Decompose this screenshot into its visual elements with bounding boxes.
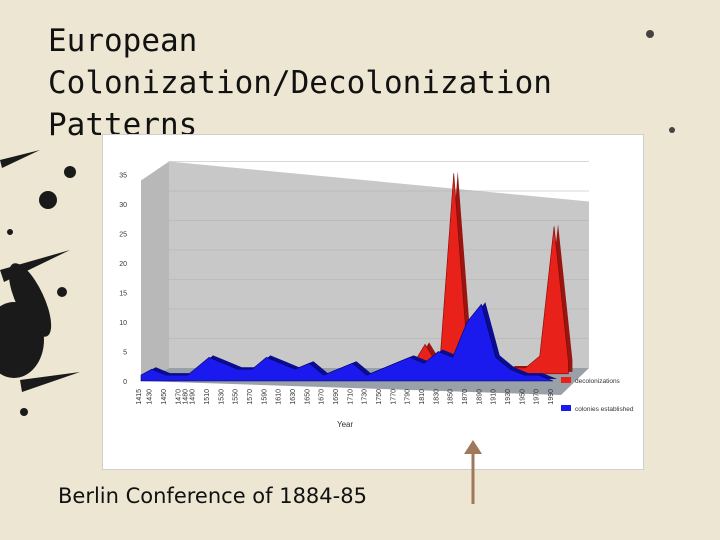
ink-splatter (646, 30, 654, 38)
legend-swatch-decolonizations (561, 377, 571, 383)
x-tick-label: 1450 (161, 389, 168, 405)
x-tick-label: 1770 (390, 389, 397, 405)
arrow-head (464, 440, 482, 454)
title-line-1: European (48, 23, 198, 59)
x-tick-label: 1930 (505, 389, 512, 405)
x-tick-label: 1750 (376, 389, 383, 405)
y-tick-label: 0 (123, 379, 127, 386)
x-tick-label: 1950 (519, 389, 526, 405)
ink-streak (0, 150, 40, 168)
x-tick-label: 1610 (276, 389, 283, 405)
y-tick-label: 20 (119, 261, 127, 268)
chart-panel: 0 5 10 15 20 25 30 35 1415 1430 1450 1470 1480 1490 15… (102, 134, 644, 470)
x-tick-label: 1415 (136, 389, 143, 405)
berlin-conference-caption: Berlin Conference of 1884-85 (58, 484, 367, 508)
y-tick-label: 35 (119, 173, 127, 180)
chart-side-wall (141, 161, 169, 381)
ink-splatter (57, 287, 67, 297)
x-tick-label: 1470 (175, 389, 182, 405)
ink-splatter (8, 263, 52, 337)
x-tick-label: 1990 (548, 389, 555, 405)
x-tick-label: 1490 (190, 389, 197, 405)
ink-splatter (39, 191, 57, 209)
x-tick-label: 1890 (476, 389, 483, 405)
up-arrow-icon (464, 440, 482, 504)
ink-splatter (64, 166, 76, 178)
x-tick-label: 1870 (462, 389, 469, 405)
x-tick-label: 1430 (147, 389, 154, 405)
x-tick-label: 1850 (448, 389, 455, 405)
y-tick-label: 25 (119, 232, 127, 239)
y-tick-label: 5 (123, 350, 127, 357)
title-line-2: Colonization/Decolonization (48, 65, 552, 101)
ink-splatter (20, 408, 28, 416)
x-tick-label: 1480 (183, 389, 190, 405)
x-tick-label: 1650 (304, 389, 311, 405)
legend-label-colonies: colonies established (575, 406, 634, 413)
x-tick-label: 1590 (261, 389, 268, 405)
x-tick-label: 1790 (405, 389, 412, 405)
legend-swatch-colonies (561, 405, 571, 411)
x-tick-label: 1810 (419, 389, 426, 405)
y-tick-label: 15 (119, 291, 127, 298)
x-tick-label: 1670 (319, 389, 326, 405)
x-tick-label: 1690 (333, 389, 340, 405)
y-tick-label: 30 (119, 202, 127, 209)
x-tick-label: 1910 (491, 389, 498, 405)
x-axis-label: Year (337, 420, 354, 429)
ink-streak (0, 250, 70, 282)
colonization-area-chart: 0 5 10 15 20 25 30 35 1415 1430 1450 1470 1480 1490 15… (119, 161, 634, 429)
ink-streak (20, 372, 80, 392)
x-tick-label: 1570 (247, 389, 254, 405)
x-tick-label: 1550 (233, 389, 240, 405)
x-tick-label: 1830 (433, 389, 440, 405)
y-tick-label: 10 (119, 320, 127, 327)
x-tick-label: 1710 (347, 389, 354, 405)
legend-label-decolonizations: decolonizations (575, 378, 621, 385)
chart-back-wall (169, 161, 589, 368)
slide-title: European Colonization/Decolonization Pat… (48, 20, 688, 146)
colonies-established-area (140, 303, 554, 382)
x-tick-label: 1730 (362, 389, 369, 405)
ink-splatter (7, 229, 13, 235)
x-tick-label: 1970 (534, 389, 541, 405)
x-tick-label: 1530 (218, 389, 225, 405)
x-tick-label: 1510 (204, 389, 211, 405)
x-tick-label: 1630 (290, 389, 297, 405)
ink-splatter (669, 127, 675, 133)
